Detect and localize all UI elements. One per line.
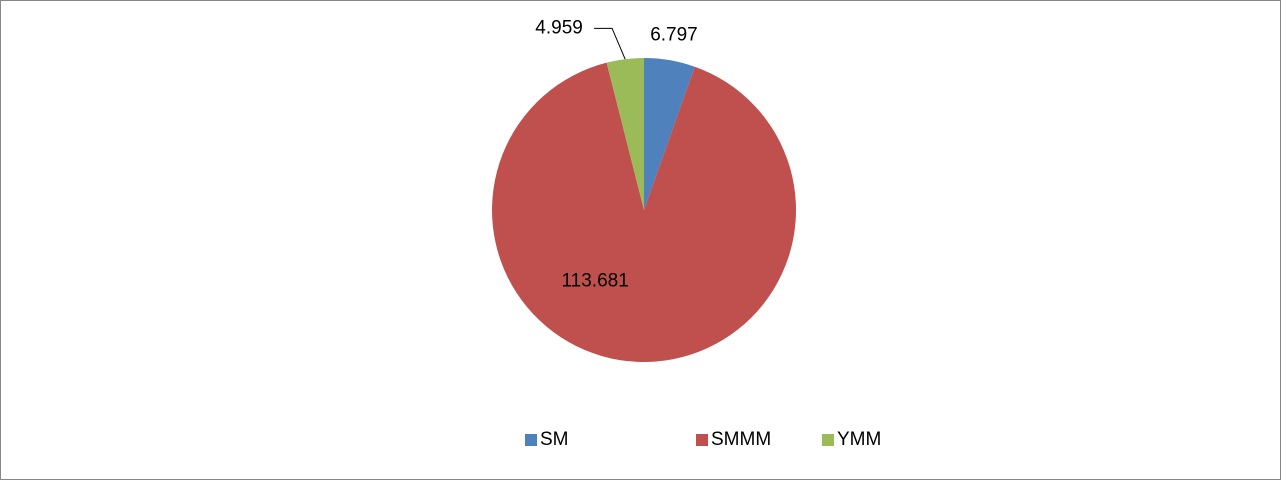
pie-slice (606, 58, 644, 210)
legend-swatch (696, 434, 708, 446)
legend-swatch (822, 434, 834, 446)
data-label: 6.797 (650, 25, 698, 46)
pie-slice (644, 58, 695, 210)
pie-slice (491, 62, 796, 363)
legend-swatch (525, 434, 537, 446)
legend-label: YMM (837, 429, 881, 450)
leader-line (594, 27, 626, 60)
legend-label: SM (540, 429, 569, 450)
data-label: 113.681 (562, 271, 629, 292)
legend-label: SMMM (711, 429, 771, 450)
data-label: 4.959 (535, 17, 583, 38)
